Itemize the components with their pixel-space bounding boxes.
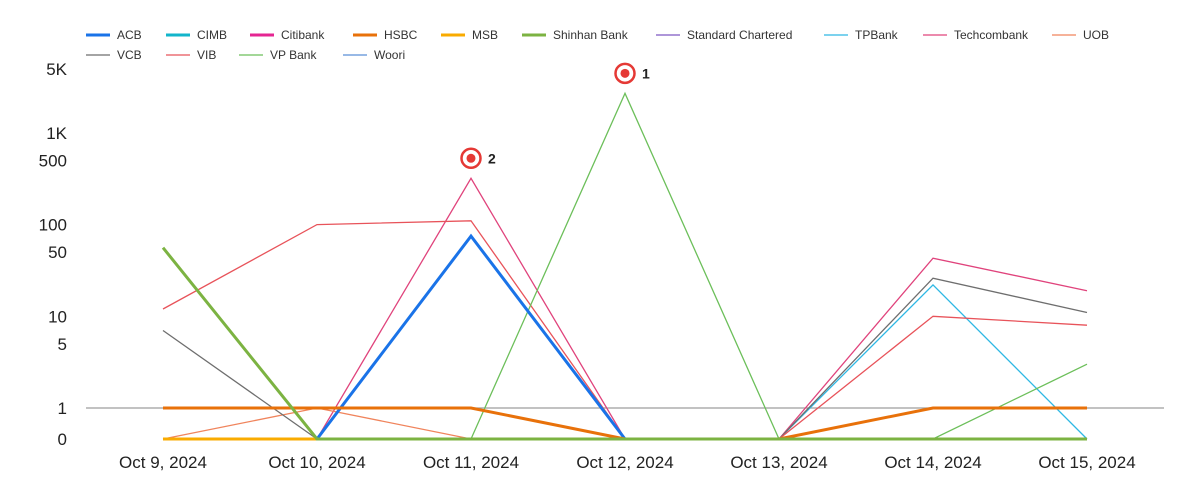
legend-label: Techcombank [954, 28, 1029, 42]
series-line-vp-bank [163, 91, 1088, 440]
series-line-shinhan-bank [161, 246, 1087, 441]
y-tick-label: 100 [39, 216, 67, 235]
legend-item-uob: UOB [1052, 28, 1109, 42]
series-line-hsbc [163, 406, 1087, 441]
x-tick-label: Oct 10, 2024 [268, 453, 365, 472]
chart-legend: ACB CIMB Citibank HSBC MSB Shinhan Bank Standa… [86, 28, 1109, 62]
chart-annotations: 12 [460, 62, 650, 170]
y-tick-label: 50 [48, 243, 67, 262]
y-tick-label: 1K [46, 124, 67, 143]
legend-label: Woori [374, 48, 405, 62]
legend-item-hsbc: HSBC [353, 28, 418, 42]
y-tick-label: 1 [58, 399, 67, 418]
annotation-label: 2 [488, 150, 496, 166]
legend-item-shinhan-bank: Shinhan Bank [522, 28, 629, 42]
legend-label: Citibank [281, 28, 325, 42]
legend-item-vp-bank: VP Bank [239, 48, 317, 62]
legend-item-techcombank: Techcombank [923, 28, 1029, 42]
y-tick-label: 10 [48, 307, 67, 326]
y-axis-ticks: 0 1 5 10 50 100 500 1K 5K [39, 60, 68, 449]
legend-label: Shinhan Bank [553, 28, 629, 42]
y-tick-label: 500 [39, 152, 67, 171]
legend-label: Standard Chartered [687, 28, 792, 42]
series-line-tpbank [163, 283, 1088, 440]
legend-item-vib: VIB [166, 48, 216, 62]
legend-item-msb: MSB [441, 28, 498, 42]
legend-label: UOB [1083, 28, 1109, 42]
x-tick-label: Oct 11, 2024 [423, 453, 519, 472]
legend-label: ACB [117, 28, 142, 42]
legend-item-woori: Woori [343, 48, 405, 62]
annotation-dot [466, 153, 476, 163]
legend-item-acb: ACB [86, 28, 142, 42]
legend-label: VP Bank [270, 48, 317, 62]
annotation-label: 1 [642, 65, 650, 81]
x-tick-label: Oct 14, 2024 [884, 453, 981, 472]
legend-item-vcb: VCB [86, 48, 142, 62]
legend-item-standard-chartered: Standard Chartered [656, 28, 792, 42]
legend-label: TPBank [855, 28, 899, 42]
x-axis-ticks: Oct 9, 2024 Oct 10, 2024 Oct 11, 2024 Oct 1… [119, 453, 1136, 472]
series-line-techcombank [163, 177, 1088, 440]
y-tick-label: 5 [58, 335, 67, 354]
legend-item-cimb: CIMB [166, 28, 227, 42]
series-line-vib [162, 220, 1088, 440]
annotation-marker-2: 2 [460, 147, 496, 170]
y-tick-label: 0 [58, 430, 67, 449]
annotation-dot [620, 68, 630, 78]
legend-item-tpbank: TPBank [824, 28, 899, 42]
annotation-marker-1: 1 [614, 62, 650, 85]
legend-label: HSBC [384, 28, 418, 42]
y-tick-label: 5K [46, 60, 67, 79]
legend-item-citibank: Citibank [250, 28, 325, 42]
x-tick-label: Oct 12, 2024 [576, 453, 673, 472]
series-line-vcb [162, 277, 1088, 440]
series-line-uob [162, 407, 1087, 440]
x-tick-label: Oct 15, 2024 [1038, 453, 1135, 472]
series-lines [161, 91, 1088, 441]
x-tick-label: Oct 13, 2024 [730, 453, 827, 472]
legend-label: VCB [117, 48, 142, 62]
legend-label: CIMB [197, 28, 227, 42]
x-tick-label: Oct 9, 2024 [119, 453, 207, 472]
legend-label: MSB [472, 28, 498, 42]
legend-label: VIB [197, 48, 216, 62]
